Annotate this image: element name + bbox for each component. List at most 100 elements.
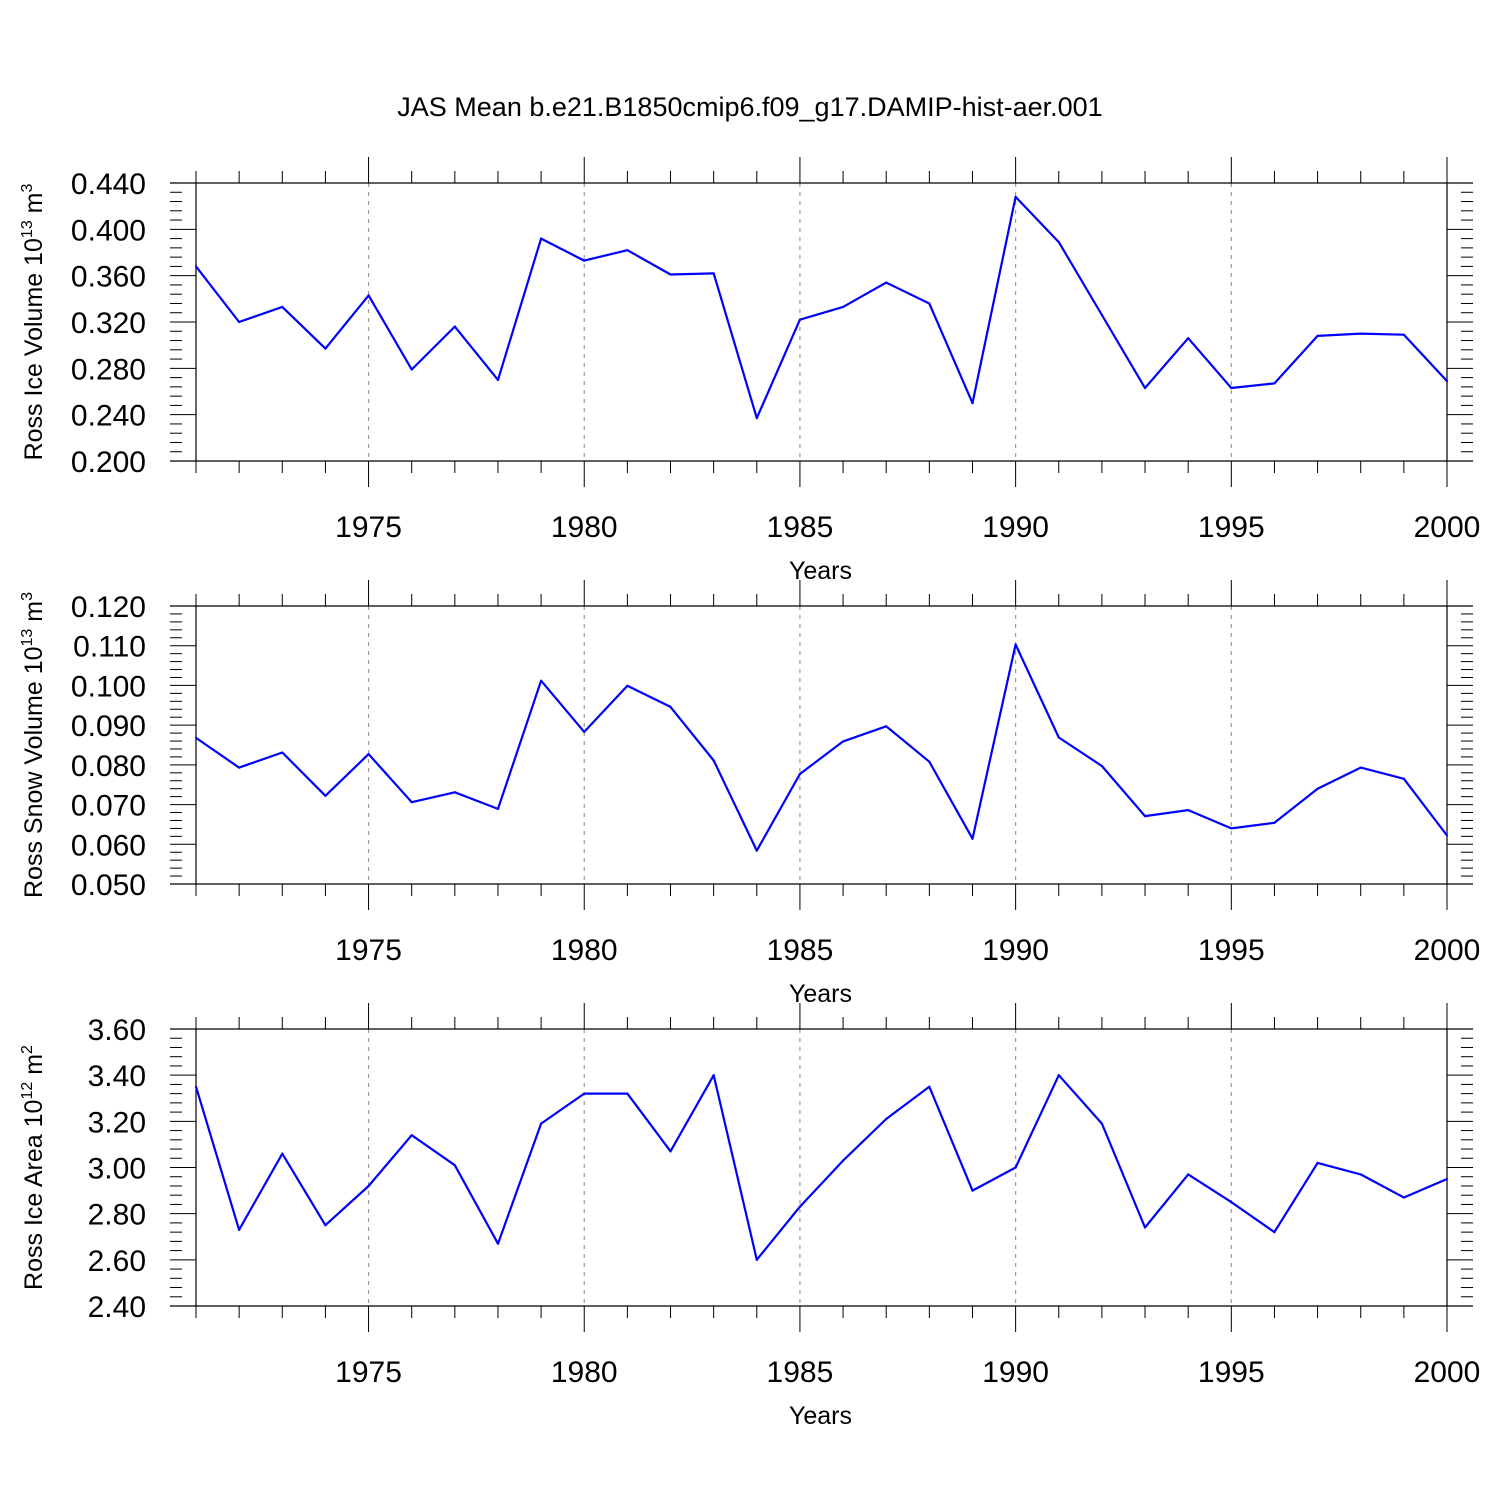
y-axis-title-superscript: 3: [19, 183, 36, 192]
data-point: [1100, 313, 1103, 317]
data-point: [238, 766, 241, 769]
x-tick-label: 1990: [982, 511, 1049, 544]
data-point: [712, 1074, 715, 1077]
data-point: [1014, 1166, 1017, 1169]
y-axis-title-text: Ross Ice Volume 10: [20, 238, 48, 460]
y-tick-label: 0.060: [71, 829, 146, 862]
y-tick-label: 2.60: [88, 1245, 146, 1278]
data-point: [1230, 827, 1233, 830]
data-point: [281, 305, 284, 309]
data-point: [1445, 834, 1449, 837]
data-point: [1100, 764, 1103, 768]
data-point: [540, 679, 543, 682]
data-point: [1143, 386, 1147, 390]
y-tick-label: 0.360: [71, 261, 146, 294]
y-tick-label: 3.40: [88, 1060, 146, 1093]
data-point: [928, 302, 931, 305]
data-point: [496, 378, 500, 382]
chart-panel-3: 2.40 2.60 2.80 3.00 3.20 3.40 3.60 1975 1980 1985…: [19, 1003, 1480, 1430]
data-point: [1057, 736, 1060, 739]
data-point: [194, 736, 198, 739]
y-tick-label: 0.080: [71, 750, 146, 783]
data-point: [1402, 1196, 1405, 1199]
data-point: [755, 417, 758, 420]
y-axis-title-text: m: [20, 192, 48, 220]
x-tick-label: 1985: [767, 934, 834, 967]
x-tick-label: 1980: [551, 1356, 618, 1389]
data-point: [1359, 332, 1362, 335]
data-point: [453, 791, 456, 794]
data-point: [928, 760, 931, 763]
y-tick-label: 0.050: [71, 869, 146, 902]
data-point: [281, 1152, 284, 1155]
y-tick-label: 3.20: [88, 1106, 146, 1139]
y-axis-title: Ross Ice Volume 1013 m3: [19, 183, 48, 460]
data-point: [410, 368, 413, 371]
data-point: [238, 320, 241, 324]
data-point: [453, 325, 456, 328]
data-point: [971, 401, 974, 405]
y-tick-label: 0.120: [71, 591, 146, 624]
x-tick-label: 1980: [551, 511, 618, 544]
data-point: [238, 1228, 241, 1231]
x-tick-label: 1990: [982, 1356, 1049, 1389]
data-point: [669, 273, 672, 276]
data-point: [841, 305, 845, 309]
data-point: [1187, 1173, 1190, 1176]
series-line: [195, 195, 1448, 420]
y-tick-label: 0.200: [71, 446, 146, 479]
data-point: [626, 1092, 629, 1095]
data-point: [1230, 1201, 1233, 1204]
data-point: [540, 1122, 543, 1125]
data-point: [1143, 1226, 1147, 1229]
y-axis-title-superscript: 13: [19, 629, 36, 647]
x-axis-title: Years: [789, 557, 852, 585]
data-point: [1445, 379, 1449, 383]
y-tick-label: 0.070: [71, 790, 146, 823]
data-point: [885, 1117, 888, 1121]
y-tick-label: 0.320: [71, 307, 146, 340]
data-point: [1273, 1231, 1276, 1234]
x-tick-label: 1975: [335, 511, 402, 544]
data-point: [1057, 240, 1060, 244]
data-point: [367, 294, 370, 297]
data-point: [1014, 195, 1017, 198]
data-point: [971, 837, 974, 840]
data-point: [928, 1085, 931, 1088]
chart-panel-2: 0.050 0.060 0.070 0.080 0.090 0.100 0.110 0.120…: [19, 580, 1480, 1008]
data-point: [410, 801, 413, 804]
data-point: [885, 281, 888, 284]
x-tick-label: 1985: [767, 511, 834, 544]
data-point: [1316, 787, 1319, 790]
x-tick-label: 2000: [1414, 1356, 1481, 1389]
data-point: [410, 1134, 413, 1137]
chart-title: JAS Mean b.e21.B1850cmip6.f09_g17.DAMIP-…: [397, 92, 1103, 122]
x-tick-label: 2000: [1414, 934, 1481, 967]
data-point: [712, 759, 715, 762]
data-point: [540, 237, 543, 240]
y-axis-title-superscript: 13: [19, 220, 36, 238]
y-axis-title: Ross Ice Area 1012 m2: [19, 1045, 48, 1290]
y-tick-label: 0.280: [71, 353, 146, 386]
x-tick-label: 1995: [1198, 934, 1265, 967]
data-point: [583, 730, 586, 733]
y-axis-title: Ross Snow Volume 1013 m3: [19, 592, 48, 898]
data-point: [841, 740, 845, 743]
x-tick-label: 2000: [1414, 511, 1481, 544]
data-point: [367, 1184, 370, 1188]
data-point: [1402, 333, 1405, 336]
data-point: [669, 1150, 672, 1153]
y-tick-label: 3.60: [88, 1014, 146, 1047]
data-point: [496, 1242, 500, 1245]
data-point: [1359, 1173, 1362, 1176]
data-point: [583, 259, 586, 262]
data-point: [583, 1092, 586, 1095]
x-axis-title: Years: [789, 1402, 852, 1430]
data-point: [453, 1164, 456, 1167]
data-point: [1187, 337, 1190, 340]
data-point: [885, 725, 888, 728]
y-tick-label: 0.400: [71, 214, 146, 247]
x-tick-label: 1975: [335, 934, 402, 967]
data-point: [755, 849, 758, 852]
